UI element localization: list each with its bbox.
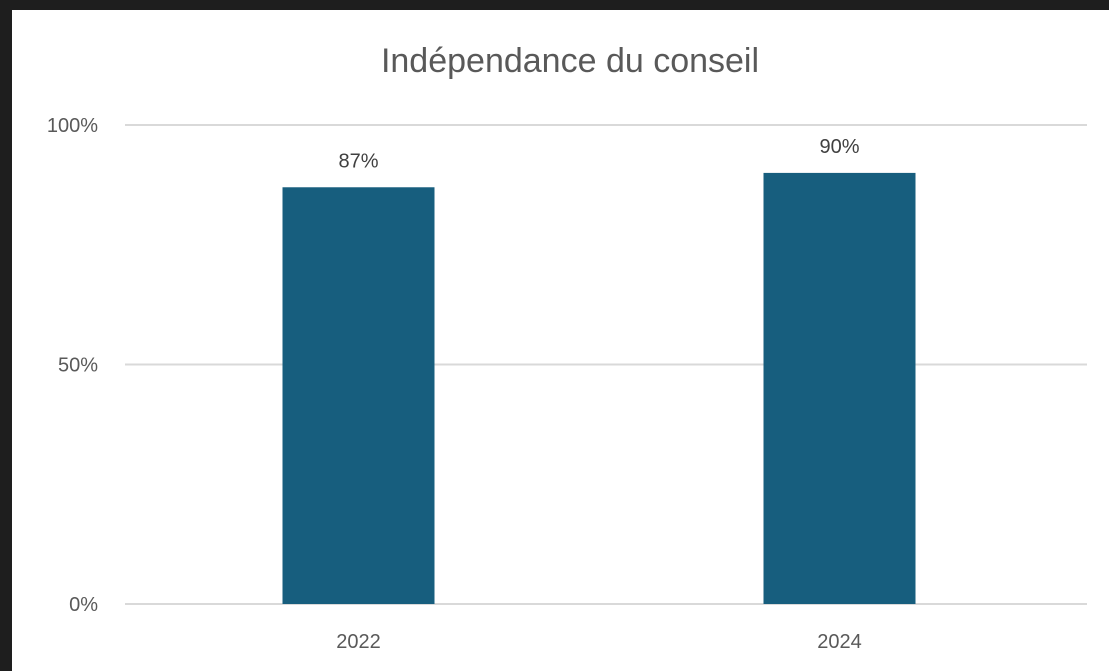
bar bbox=[282, 187, 435, 604]
y-tick-label: 50% bbox=[58, 355, 98, 377]
chart-title: Indépendance du conseil bbox=[381, 42, 759, 80]
chart-svg: Indépendance du conseil 0% 50% 100% 87% 90%… bbox=[47, 42, 1087, 653]
bar bbox=[763, 172, 916, 604]
y-tick-label: 0% bbox=[69, 594, 98, 616]
data-label: 87% bbox=[338, 150, 378, 172]
data-label: 90% bbox=[819, 136, 859, 158]
chart-area: Indépendance du conseil 0% 50% 100% 87% 90%… bbox=[12, 10, 1109, 671]
x-tick-label: 2024 bbox=[817, 631, 862, 653]
y-tick-label: 100% bbox=[47, 115, 98, 137]
x-tick-label: 2022 bbox=[336, 631, 381, 653]
